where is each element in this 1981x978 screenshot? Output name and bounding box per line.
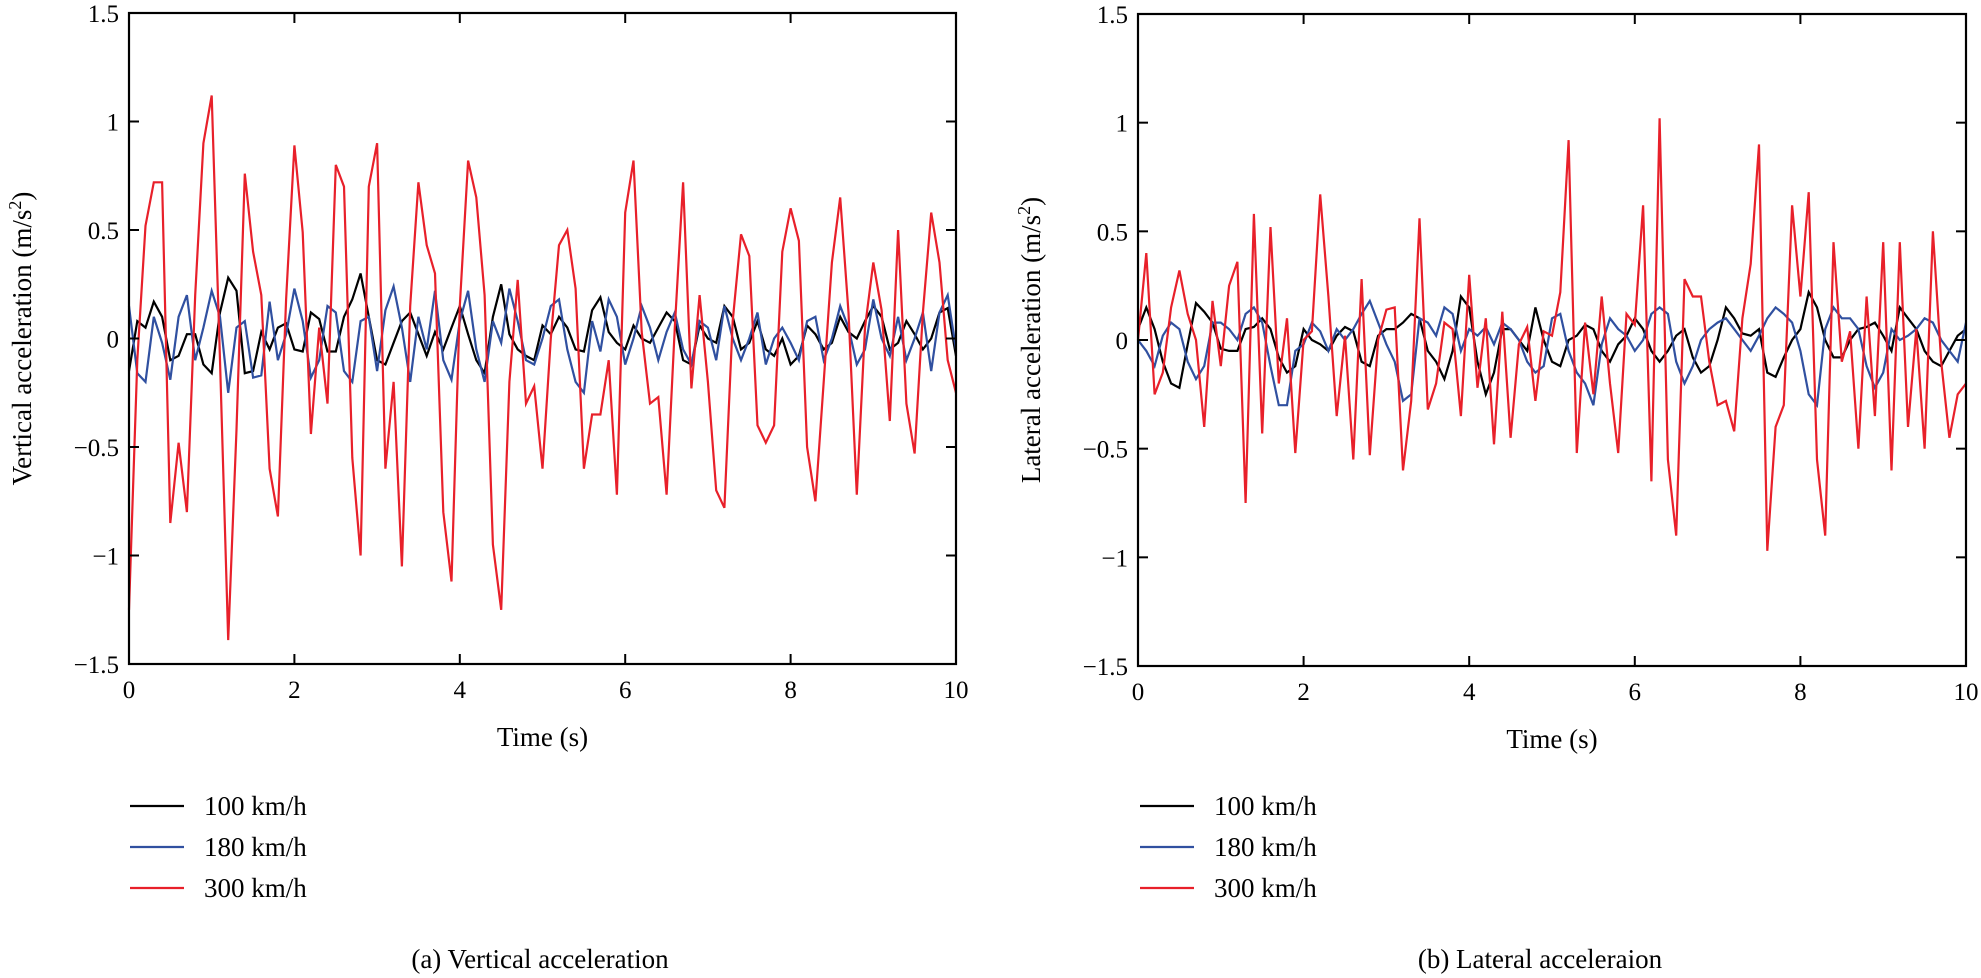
y-axis-label-main: Vertical acceleration (m/s xyxy=(7,210,37,486)
y-tick-label: −0.5 xyxy=(1083,437,1128,464)
x-tick-label: 8 xyxy=(1794,679,1807,706)
y-tick-label: −1 xyxy=(1101,545,1128,572)
plot-frame xyxy=(1136,12,1968,668)
x-tick-label: 4 xyxy=(1463,679,1476,706)
y-tick-label: 0.5 xyxy=(1097,219,1128,246)
y-tick-label: −1 xyxy=(92,544,119,571)
subfigure-caption: (b) Lateral acceleraion xyxy=(1418,944,1663,974)
series-line-180km-h xyxy=(127,282,958,396)
legend-label: 100 km/h xyxy=(204,791,307,821)
x-axis-label: Time (s) xyxy=(1506,724,1597,754)
series-layer xyxy=(127,95,958,641)
legend-item: 300 km/h xyxy=(130,873,307,903)
x-ticks: 0 2 4 6 8 10 xyxy=(1132,14,1979,706)
legend-item: 180 km/h xyxy=(130,832,307,862)
y-tick-label: 0 xyxy=(107,327,120,354)
legend: 100 km/h 180 km/h 300 km/h xyxy=(1140,791,1317,903)
series-line-180km-h xyxy=(1137,298,1968,409)
x-tick-label: 2 xyxy=(1297,679,1310,706)
y-axis-label-superscript: 2 xyxy=(5,201,25,210)
y-tick-label: −0.5 xyxy=(74,435,119,462)
legend-item: 100 km/h xyxy=(1140,791,1317,821)
legend-item: 180 km/h xyxy=(1140,832,1317,862)
panel-vertical-acceleration: 0 2 4 6 8 10 −1.5 −1 −0.5 0 0.5 1 1.5 Time (s) Vert… xyxy=(5,1,969,974)
y-ticks: −1.5 −1 −0.5 0 0.5 1 1.5 xyxy=(74,1,956,679)
x-tick-label: 6 xyxy=(1629,679,1642,706)
series-line-300km-h xyxy=(1136,118,1967,551)
y-axis-label-main: Lateral acceleration (m/s xyxy=(1016,215,1046,483)
legend-item: 100 km/h xyxy=(130,791,307,821)
legend-label: 180 km/h xyxy=(1214,832,1317,862)
panel-lateral-acceleration: 0 2 4 6 8 10 −1.5 −1 −0.5 0 0.5 1 1.5 Time (s) Late… xyxy=(1014,2,1979,974)
y-ticks: −1.5 −1 −0.5 0 0.5 1 1.5 xyxy=(1083,2,1966,681)
x-axis-label: Time (s) xyxy=(497,722,588,752)
x-tick-label: 2 xyxy=(288,677,301,704)
x-tick-label: 10 xyxy=(1954,679,1979,706)
legend-label: 180 km/h xyxy=(204,832,307,862)
legend: 100 km/h 180 km/h 300 km/h xyxy=(130,791,307,903)
y-axis-label: Vertical acceleration (m/s2) xyxy=(5,192,37,486)
y-tick-label: 1 xyxy=(1116,111,1129,138)
series-layer xyxy=(1136,118,1968,551)
legend-label: 300 km/h xyxy=(1214,873,1317,903)
x-ticks: 0 2 4 6 8 10 xyxy=(123,13,969,704)
y-axis-label-close: ) xyxy=(7,192,37,201)
series-line-100km-h xyxy=(1136,289,1967,398)
x-tick-label: 10 xyxy=(944,677,969,704)
y-axis-label-superscript: 2 xyxy=(1014,206,1034,215)
y-tick-label: 1.5 xyxy=(1097,2,1128,29)
subfigure-caption: (a) Vertical acceleration xyxy=(411,944,669,974)
legend-item: 300 km/h xyxy=(1140,873,1317,903)
series-line-300km-h xyxy=(127,95,958,641)
y-tick-label: 1.5 xyxy=(88,1,119,28)
y-axis-label: Lateral acceleration (m/s2) xyxy=(1014,197,1046,483)
x-tick-label: 4 xyxy=(454,677,467,704)
y-tick-label: 1 xyxy=(107,110,120,137)
legend-label: 300 km/h xyxy=(204,873,307,903)
x-tick-label: 0 xyxy=(123,677,136,704)
x-tick-label: 8 xyxy=(784,677,797,704)
x-tick-label: 0 xyxy=(1132,679,1145,706)
y-tick-label: −1.5 xyxy=(74,652,119,679)
y-tick-label: −1.5 xyxy=(1083,654,1128,681)
y-axis-label-close: ) xyxy=(1016,197,1046,206)
y-tick-label: 0.5 xyxy=(88,218,119,245)
y-tick-label: 0 xyxy=(1116,328,1129,355)
legend-label: 100 km/h xyxy=(1214,791,1317,821)
x-tick-label: 6 xyxy=(619,677,632,704)
series-line-100km-h xyxy=(127,273,958,377)
